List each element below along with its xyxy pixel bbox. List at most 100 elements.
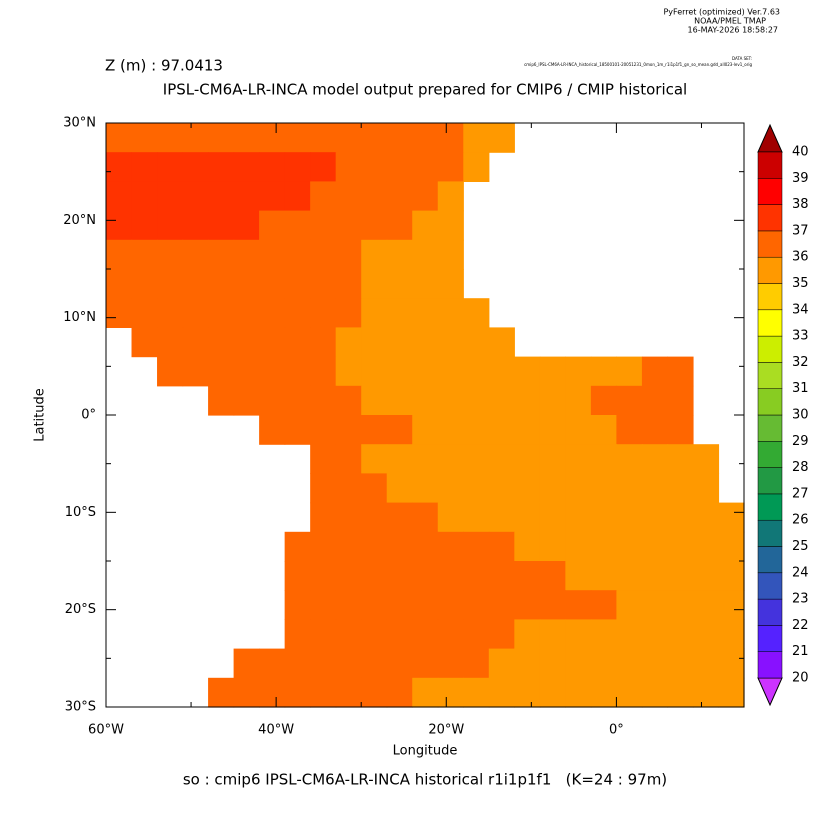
map-cell [514, 444, 541, 474]
map-cell [106, 181, 133, 212]
colorbar-label: 23 [792, 592, 809, 607]
colorbar-box [757, 572, 783, 600]
map-cell [335, 444, 362, 474]
map-cell [667, 531, 694, 562]
map-cell [157, 239, 184, 270]
map-cell [437, 210, 464, 241]
colorbar-box [757, 362, 783, 389]
map-cell [131, 181, 158, 212]
y-tick-label: 30°S [65, 700, 96, 715]
map-cell [616, 561, 643, 591]
map-cell [131, 327, 158, 358]
map-cell [259, 385, 286, 416]
colorbar-box [757, 519, 783, 547]
map-cell [259, 123, 286, 153]
map-cell [565, 561, 592, 591]
map-cell [335, 356, 362, 387]
map-cell [386, 123, 413, 153]
colorbar-box [757, 309, 783, 337]
map-cell [463, 123, 490, 153]
dataset-label: DATA SET: [732, 56, 752, 61]
chart-title: IPSL-CM6A-LR-INCA model output prepared … [163, 81, 687, 99]
map-cell [310, 473, 337, 504]
colorbar-label: 25 [792, 539, 809, 554]
map-cell [284, 181, 311, 212]
colorbar-box [757, 651, 783, 679]
map-cell [233, 181, 260, 212]
map-cell [463, 298, 490, 328]
map-cell [157, 181, 184, 212]
map-cell [106, 210, 133, 241]
map-cell [667, 385, 694, 416]
map-cell [412, 415, 439, 445]
map-cell [590, 648, 617, 679]
map-cell [514, 531, 541, 562]
x-tick-label: 0° [609, 723, 624, 738]
map-cell [335, 327, 362, 358]
map-cell [310, 677, 337, 708]
map-cell [667, 648, 694, 679]
map-cell [233, 152, 260, 182]
map-cell [335, 619, 362, 650]
colorbar-box [757, 178, 783, 205]
colorbar-box [757, 151, 783, 179]
header-line: NOAA/PMEL TMAP [694, 17, 766, 26]
map-cell [590, 415, 617, 445]
map-cell [386, 502, 413, 533]
map-cell [310, 269, 337, 299]
map-cell [616, 473, 643, 504]
map-cell [284, 123, 311, 153]
map-cell [539, 590, 566, 620]
map-cell [616, 531, 643, 562]
map-cell [437, 239, 464, 270]
map-cell [259, 269, 286, 299]
map-cell [539, 502, 566, 533]
map-cell [488, 502, 515, 533]
map-cell [310, 152, 337, 182]
map-cell [284, 210, 311, 241]
map-cell [514, 356, 541, 387]
map-cell [284, 677, 311, 708]
map-cell [488, 123, 515, 153]
map-cell [208, 298, 235, 328]
y-tick-label: 10°S [65, 505, 96, 520]
map-cell [284, 590, 311, 620]
map-cell [386, 269, 413, 299]
map-cell [667, 356, 694, 387]
footer: so : cmip6 IPSL-CM6A-LR-INCA historical … [183, 771, 667, 789]
map-cell [412, 677, 439, 708]
map-cell [412, 181, 439, 212]
map-cell [488, 590, 515, 620]
map-cell [208, 385, 235, 416]
map-cell [412, 502, 439, 533]
map-cell [310, 648, 337, 679]
map-cell [182, 210, 209, 241]
map-cell [208, 356, 235, 387]
map-cell [463, 677, 490, 708]
dataset-name: cmip6_IPSL-CM6A-LR-INCA_historical_18500… [524, 62, 752, 67]
x-tick-label: 40°W [258, 723, 294, 738]
map-cell [565, 356, 592, 387]
map-cell [310, 590, 337, 620]
map-cell [463, 648, 490, 679]
map-cell [106, 239, 133, 270]
map-cell [412, 473, 439, 504]
map-cell [386, 473, 413, 504]
map-cell [641, 473, 669, 504]
map-cell [106, 269, 133, 299]
map-cell [437, 298, 464, 328]
map-cell [692, 502, 720, 533]
map-cell [488, 415, 515, 445]
map-cell [437, 356, 464, 387]
colorbar-box [757, 625, 783, 652]
map-cell [361, 327, 388, 358]
map-cell [437, 123, 464, 153]
y-tick-label: 0° [81, 408, 96, 423]
map-cell [361, 531, 388, 562]
colorbar-box [757, 256, 783, 284]
colorbar-label: 21 [792, 644, 809, 659]
map-cell [412, 123, 439, 153]
map-cell [208, 210, 235, 241]
colorbar-box [757, 283, 783, 311]
map-cell [208, 181, 235, 212]
